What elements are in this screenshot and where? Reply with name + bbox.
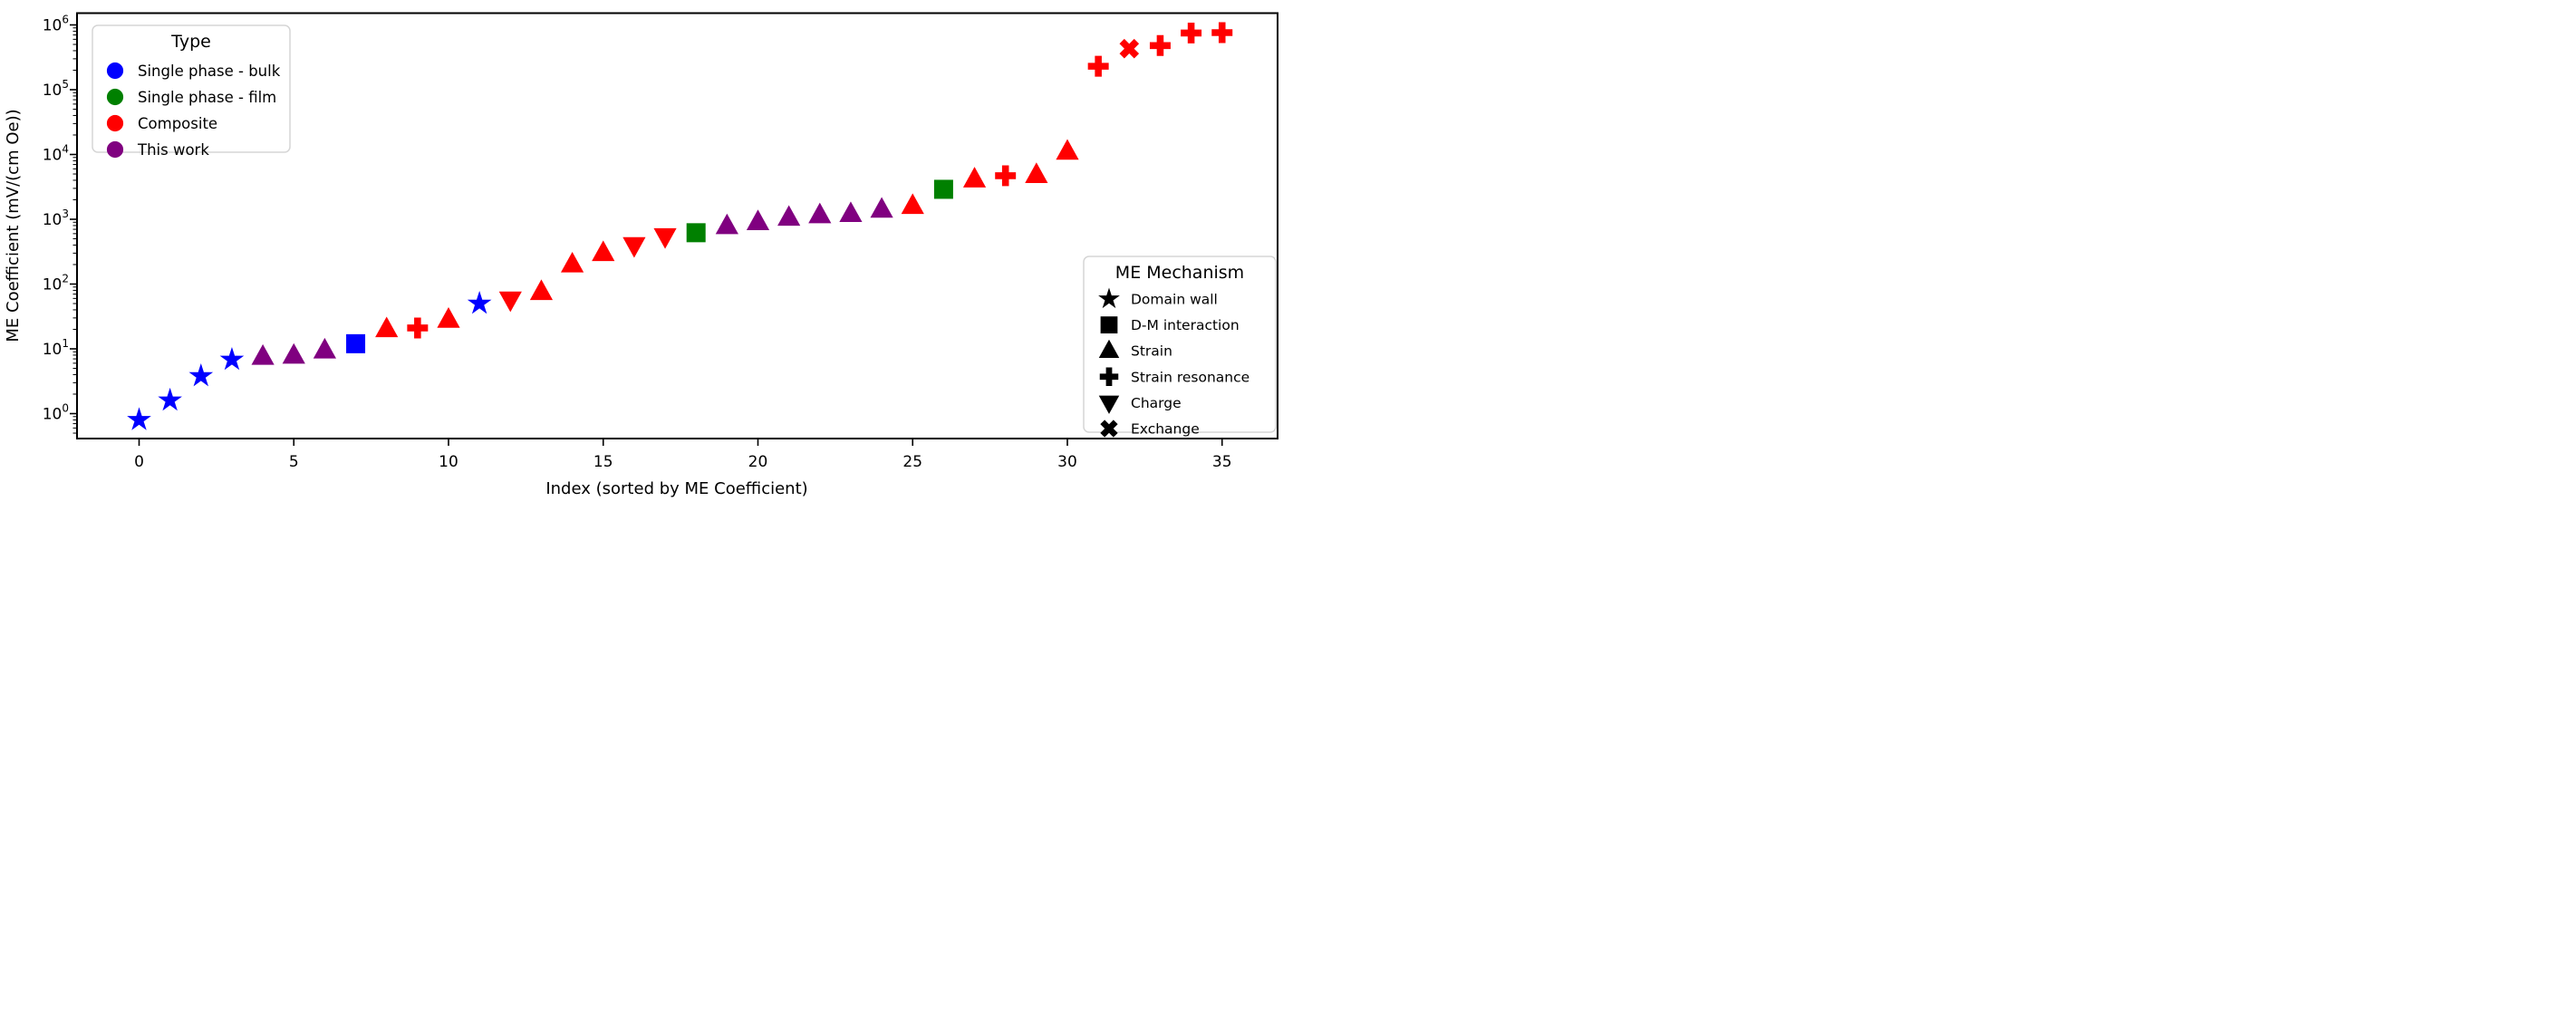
- type-legend-marker: [106, 88, 124, 106]
- type-legend-marker: [106, 62, 124, 80]
- plot-frame: [76, 12, 1278, 439]
- square-icon: [1100, 316, 1118, 333]
- type-legend: Type Single phase - bulk Single phase - f…: [92, 24, 291, 159]
- data-point: [219, 346, 245, 371]
- mechanism-legend-label: Domain wall: [1131, 292, 1218, 308]
- y-tick-label: 105: [43, 78, 69, 100]
- data-point: [561, 251, 584, 273]
- data-point: [808, 202, 832, 224]
- plus-icon: [1099, 367, 1119, 387]
- data-point: [1119, 38, 1140, 59]
- type-legend-label: Single phase - bulk: [138, 63, 281, 80]
- mechanism-legend-title: ME Mechanism: [1115, 263, 1244, 283]
- data-point: [375, 316, 399, 338]
- y-tick-label: 104: [43, 143, 69, 165]
- data-point: [529, 279, 554, 301]
- scatter-figure: 0 5 10 15 20 25 30 35 100 101 102 103 104 105 106 Inde…: [0, 0, 1288, 506]
- data-point: [313, 337, 336, 359]
- y-tick-label: 101: [43, 337, 69, 359]
- triangle-down-icon: [1098, 395, 1120, 414]
- mechanism-legend-label: Charge: [1131, 395, 1182, 411]
- y-tick-label: 103: [43, 207, 69, 229]
- x-tick-label: 25: [902, 453, 922, 471]
- x-tick-label: 15: [593, 453, 613, 471]
- type-legend-title: Type: [170, 32, 211, 52]
- data-point: [962, 167, 987, 188]
- data-point: [995, 165, 1017, 187]
- data-point: [127, 407, 151, 430]
- x-tick-label: 5: [289, 453, 299, 471]
- mechanism-legend-label: Strain: [1131, 343, 1172, 360]
- x-axis-label: Index (sorted by ME Coefficient): [545, 479, 807, 498]
- data-point: [407, 317, 429, 339]
- x-tick-label: 30: [1057, 453, 1077, 471]
- data-point: [715, 213, 738, 235]
- y-tick-label: 100: [43, 402, 69, 424]
- star-icon: [1098, 287, 1120, 309]
- data-point: [498, 291, 522, 313]
- data-point: [746, 209, 770, 230]
- mechanism-legend-label: Exchange: [1131, 421, 1200, 438]
- data-point: [622, 236, 646, 258]
- type-legend-marker: [106, 114, 124, 132]
- type-legend-box: [92, 24, 291, 153]
- data-point: [1211, 22, 1233, 43]
- type-legend-label: This work: [137, 141, 209, 159]
- data-point: [158, 387, 182, 411]
- data-point: [1056, 139, 1079, 160]
- type-legend-marker: [106, 140, 124, 159]
- axis-tick-labels: 0 5 10 15 20 25 30 35 100 101 102 103 104 105 106: [43, 14, 1232, 472]
- data-point: [188, 363, 214, 387]
- x-tick-label: 0: [134, 453, 144, 471]
- chart-svg: 0 5 10 15 20 25 30 35 100 101 102 103 104 105 106 Inde…: [4, 12, 1278, 498]
- mechanism-legend-label: D-M interaction: [1131, 317, 1240, 333]
- data-point: [1181, 22, 1202, 43]
- type-legend-label: Single phase - film: [138, 89, 276, 106]
- data-point: [592, 240, 615, 262]
- data-point: [686, 223, 706, 243]
- data-point: [933, 179, 953, 199]
- data-point: [653, 227, 677, 249]
- x-tick-label: 20: [748, 453, 768, 471]
- data-point: [777, 205, 801, 227]
- data-points: [127, 22, 1233, 430]
- x-tick-label: 10: [439, 453, 458, 471]
- data-point: [437, 307, 460, 328]
- type-legend-label: Composite: [138, 115, 217, 132]
- y-tick-label: 102: [43, 273, 69, 294]
- x-icon: [1100, 420, 1118, 438]
- mechanism-legend-box: [1083, 256, 1277, 433]
- data-point: [282, 342, 305, 364]
- data-point: [901, 193, 924, 215]
- data-point: [467, 291, 492, 314]
- data-point: [1025, 162, 1048, 183]
- mechanism-legend-label: Strain resonance: [1131, 369, 1249, 385]
- data-point: [1149, 34, 1171, 56]
- data-point: [1087, 55, 1109, 77]
- data-point: [251, 343, 275, 365]
- triangle-up-icon: [1098, 339, 1120, 358]
- data-point: [870, 197, 893, 218]
- x-tick-label: 35: [1212, 453, 1232, 471]
- data-point: [346, 333, 366, 353]
- mechanism-legend: ME Mechanism Domain wall D-M interaction S…: [1083, 256, 1277, 438]
- y-axis-label: ME Coefficient (mV/(cm Oe)): [4, 109, 23, 342]
- data-point: [839, 201, 863, 223]
- y-tick-label: 106: [43, 14, 69, 35]
